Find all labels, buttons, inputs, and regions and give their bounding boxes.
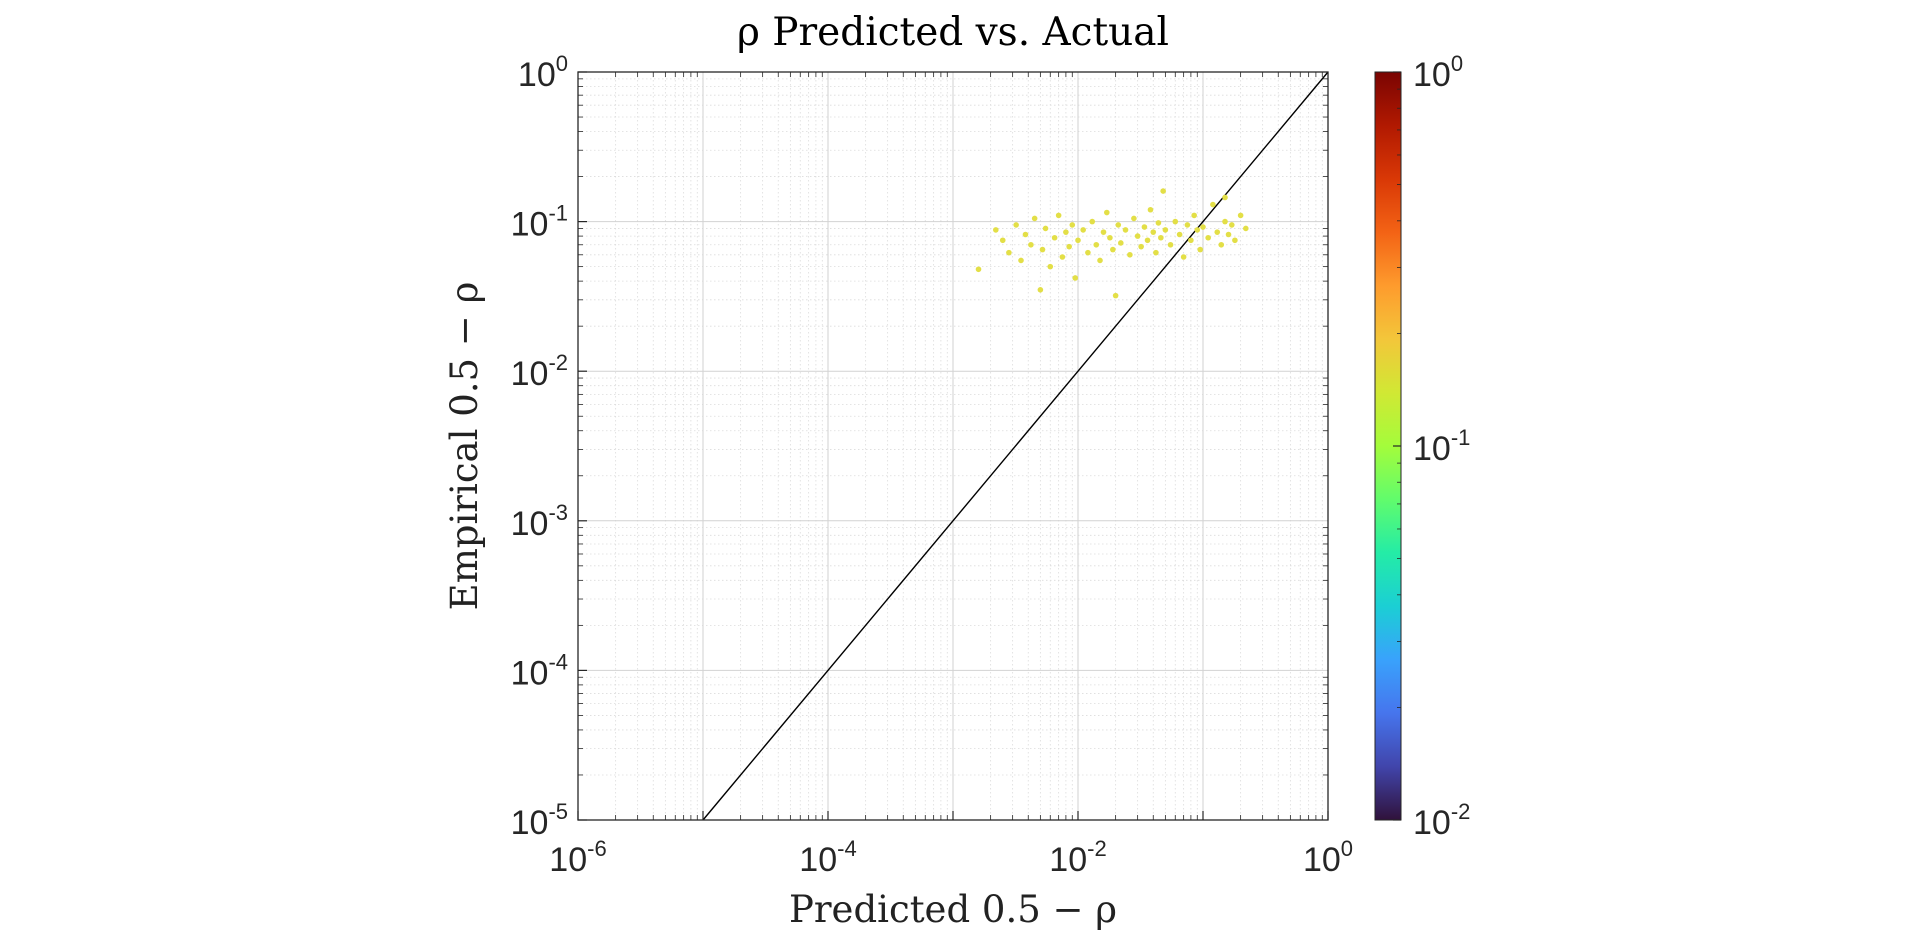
data-point	[1205, 234, 1211, 241]
data-point	[1013, 222, 1019, 228]
data-point	[1066, 243, 1072, 250]
x-tick-label: 10-6	[549, 836, 606, 879]
chart-title: ρ Predicted vs. Actual	[737, 10, 1169, 55]
plot-area	[577, 71, 1329, 821]
data-point	[1147, 206, 1154, 213]
data-point	[1069, 222, 1076, 228]
data-point	[1176, 231, 1183, 238]
data-point	[1188, 237, 1194, 244]
x-axis-label: Predicted 0.5 − ρ	[789, 888, 1117, 931]
data-point	[1191, 212, 1197, 219]
data-point	[1184, 222, 1191, 228]
data-point	[1042, 225, 1049, 232]
colorbar-tick-label: 100	[1413, 51, 1463, 94]
data-point	[1180, 254, 1187, 260]
data-point	[1160, 188, 1166, 194]
y-tick-label: 10-1	[511, 201, 568, 244]
y-tick-labels: 10-5 10-4 10-3 10-2 10-1 100	[511, 51, 568, 842]
data-point	[1138, 243, 1144, 250]
data-point	[1232, 237, 1238, 244]
data-point	[1144, 237, 1151, 244]
data-point	[1110, 246, 1116, 253]
data-point	[1200, 224, 1206, 230]
data-point	[1218, 241, 1225, 248]
data-point	[1153, 249, 1159, 256]
data-point	[1243, 225, 1249, 232]
y-tick-label: 10-2	[511, 350, 568, 393]
axis-ticks	[577, 71, 1329, 821]
data-point	[1158, 234, 1164, 241]
data-point	[1127, 251, 1133, 258]
colorbar-tick-label: 10-1	[1413, 425, 1470, 468]
data-point	[1141, 224, 1148, 230]
data-point	[999, 237, 1006, 244]
data-point	[1006, 249, 1012, 256]
data-point	[1055, 212, 1062, 219]
x-tick-label: 10-2	[1049, 836, 1106, 879]
x-tick-labels: 10-6 10-4 10-2 100	[549, 836, 1353, 879]
scatter-points	[975, 188, 1249, 299]
data-point	[1118, 240, 1124, 246]
x-tick-label: 10-4	[799, 836, 856, 879]
data-point	[1214, 229, 1221, 235]
y-tick-label: 10-4	[511, 649, 568, 692]
data-point	[1059, 254, 1066, 260]
data-point	[1210, 201, 1216, 208]
data-point	[1155, 220, 1162, 226]
data-point	[1039, 246, 1046, 253]
data-point	[1229, 222, 1235, 228]
data-point	[1072, 275, 1079, 281]
data-point	[993, 227, 999, 233]
data-point	[1080, 227, 1086, 233]
data-point	[1150, 229, 1157, 235]
data-point	[1089, 218, 1096, 225]
data-point	[1018, 257, 1024, 264]
data-point	[1051, 234, 1058, 241]
y-axis-label: Empirical 0.5 − ρ	[443, 282, 486, 611]
y-tick-label: 100	[518, 51, 568, 94]
data-point	[1031, 215, 1038, 222]
data-point	[1122, 227, 1129, 233]
data-point	[1097, 257, 1103, 264]
data-point	[1134, 233, 1141, 239]
data-point	[1104, 209, 1110, 216]
data-point	[1112, 292, 1119, 299]
data-point	[1107, 234, 1113, 241]
data-point	[1085, 249, 1091, 256]
data-point	[1093, 241, 1100, 248]
y-tick-label: 10-5	[511, 799, 568, 842]
data-point	[1167, 241, 1174, 248]
colorbar-ticks	[1393, 71, 1401, 821]
data-point	[1222, 218, 1228, 225]
data-point	[975, 266, 982, 273]
colorbar-tick-labels: 10-2 10-1 100	[1413, 51, 1470, 842]
data-point	[1047, 263, 1054, 270]
data-point	[1172, 218, 1179, 225]
data-point	[1022, 231, 1029, 238]
x-tick-label: 100	[1303, 836, 1353, 879]
colorbar-tick-label: 10-2	[1413, 799, 1470, 842]
data-point	[1237, 212, 1244, 219]
data-point	[1028, 241, 1034, 248]
data-point	[1225, 231, 1232, 238]
data-point	[1131, 215, 1137, 222]
colorbar: 10-2 10-1 100	[1374, 51, 1470, 842]
data-point	[1063, 229, 1069, 235]
data-point	[1100, 229, 1107, 235]
data-point	[1162, 227, 1169, 233]
data-point	[1194, 227, 1201, 233]
plot-frame	[577, 71, 1329, 821]
data-point	[1037, 287, 1044, 293]
data-point	[1075, 237, 1081, 244]
data-point	[1197, 246, 1204, 253]
data-point	[1115, 222, 1122, 228]
y-tick-label: 10-3	[511, 500, 568, 543]
data-point	[1222, 194, 1228, 201]
